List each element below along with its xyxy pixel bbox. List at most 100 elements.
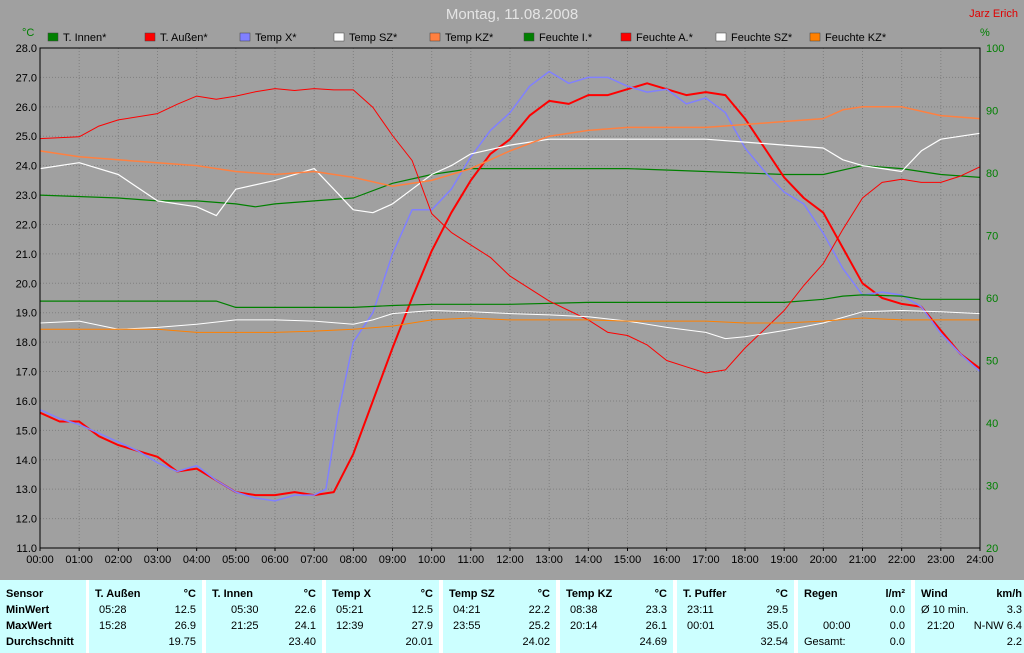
legend-swatch (620, 32, 632, 42)
x-tick-label: 15:00 (614, 554, 642, 566)
average-value: 23.40 (288, 636, 316, 648)
min-time: 04:21 (453, 604, 481, 616)
row-label-min: MinWert (6, 604, 50, 616)
x-tick-label: 03:00 (144, 554, 172, 566)
right-tick-label: 50 (986, 356, 998, 368)
stats-column-t-innen: T. Innen °C 05:30 22.6 21:25 24.1 23.40 (206, 580, 322, 653)
min-time: 05:28 (99, 604, 127, 616)
max-value: 24.1 (294, 620, 316, 632)
series-line (39, 82, 981, 497)
left-tick-label: 21.0 (16, 249, 37, 261)
max-value: 27.9 (411, 620, 433, 632)
x-tick-label: 09:00 (379, 554, 407, 566)
sensor-name: Temp SZ (449, 588, 495, 600)
x-axis: 00:00 01:00 02:00 03:00 04:00 05:00 06:00 07:00… (26, 548, 994, 566)
right-tick-label: 90 (986, 106, 998, 118)
average-value: 19.75 (168, 636, 196, 648)
wind-avg-value: 3.3 (1006, 604, 1022, 616)
left-axis: 11.0 12.0 13.0 14.0 15.0 16.0 17.0 18.0 19.0 20.0… (16, 43, 37, 555)
left-tick-label: 19.0 (16, 308, 37, 320)
wind-avg-label: Ø 10 min. (921, 604, 969, 616)
min-time: 05:21 (336, 604, 364, 616)
series-line (40, 294, 980, 308)
chart-legend: T. Innen* T. Außen* Temp X* Temp SZ* Temp KZ… (47, 32, 887, 44)
right-axis-unit: % (980, 27, 990, 39)
x-tick-label: 17:00 (692, 554, 720, 566)
row-label-max: MaxWert (6, 620, 52, 632)
series-line (39, 88, 981, 374)
left-tick-label: 28.0 (16, 43, 37, 55)
x-tick-label: 00:00 (26, 554, 54, 566)
legend-swatch (523, 32, 535, 42)
sensor-unit: l/m² (885, 588, 905, 600)
regen-value-1: 0.0 (889, 604, 905, 616)
legend-label: Temp X* (255, 32, 297, 44)
x-tick-label: 04:00 (183, 554, 211, 566)
x-tick-label: 10:00 (418, 554, 446, 566)
legend-label: Temp SZ* (349, 32, 398, 44)
series-line (39, 70, 981, 502)
chart-area: °C % T. Innen* T. Außen* Temp X* Temp SZ* Te… (16, 27, 1005, 566)
left-tick-label: 17.0 (16, 367, 37, 379)
max-time: 12:39 (336, 620, 364, 632)
right-tick-label: 30 (986, 481, 998, 493)
sensor-name: Regen (804, 588, 838, 600)
x-tick-label: 12:00 (496, 554, 524, 566)
series-line (39, 106, 981, 187)
sensor-name: T. Puffer (683, 588, 727, 600)
min-time: 08:38 (570, 604, 598, 616)
x-tick-label: 14:00 (575, 554, 603, 566)
left-tick-label: 13.0 (16, 484, 37, 496)
legend-label: Feuchte SZ* (731, 32, 793, 44)
sensor-name: Temp X (332, 588, 371, 600)
legend-label: Feuchte I.* (539, 32, 593, 44)
average-value: 20.01 (405, 636, 433, 648)
min-value: 12.5 (174, 604, 196, 616)
max-value: 26.9 (174, 620, 196, 632)
x-tick-label: 06:00 (261, 554, 289, 566)
sensor-unit: °C (654, 588, 667, 600)
series-group (39, 70, 981, 502)
row-label-average: Durchschnitt (6, 636, 74, 648)
x-tick-label: 21:00 (849, 554, 877, 566)
legend-swatch (429, 32, 441, 42)
x-tick-label: 07:00 (300, 554, 328, 566)
sensor-name: Wind (921, 588, 948, 600)
sensor-unit: °C (420, 588, 433, 600)
regen-total-label: Gesamt: (804, 636, 846, 648)
min-value: 29.5 (766, 604, 788, 616)
average-value: 32.54 (760, 636, 788, 648)
sensor-unit: °C (537, 588, 550, 600)
max-time: 20:14 (570, 620, 598, 632)
left-tick-label: 15.0 (16, 425, 37, 437)
max-time: 15:28 (99, 620, 127, 632)
left-tick-label: 14.0 (16, 455, 37, 467)
x-tick-label: 05:00 (222, 554, 250, 566)
left-tick-label: 26.0 (16, 102, 37, 114)
left-tick-label: 11.0 (16, 543, 37, 555)
legend-label: T. Innen* (63, 32, 107, 44)
right-axis: 20 30 40 50 60 70 80 90 100 (986, 43, 1004, 555)
legend-swatch (239, 32, 251, 42)
legend-label: Feuchte A.* (636, 32, 694, 44)
legend-label: Feuchte KZ* (825, 32, 887, 44)
stats-column-wind: Wind km/h Ø 10 min. 3.3 21:20 N-NW 6.4 2.2 (915, 580, 1024, 653)
stats-column-regen: Regen l/m² 0.0 00:00 0.0 Gesamt: 0.0 (798, 580, 911, 653)
left-tick-label: 23.0 (16, 190, 37, 202)
x-tick-label: 02:00 (105, 554, 133, 566)
series-line (39, 132, 981, 217)
stats-column-temp-sz: Temp SZ °C 04:21 22.2 23:55 25.2 24.02 (443, 580, 556, 653)
grid (39, 47, 981, 549)
row-label-sensor: Sensor (6, 588, 44, 600)
average-value: 24.69 (639, 636, 667, 648)
right-tick-label: 80 (986, 168, 998, 180)
max-time: 23:55 (453, 620, 481, 632)
min-value: 22.2 (528, 604, 550, 616)
x-tick-label: 08:00 (340, 554, 368, 566)
series-line (39, 310, 981, 340)
sensor-name: T. Innen (212, 588, 253, 600)
sensor-name: Temp KZ (566, 588, 613, 600)
regen-time: 00:00 (823, 620, 851, 632)
wind-max-value: N-NW 6.4 (973, 620, 1022, 632)
min-time: 05:30 (231, 604, 259, 616)
